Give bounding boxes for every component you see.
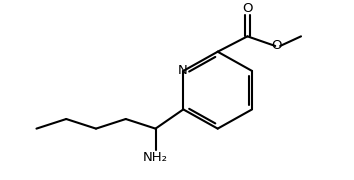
Text: NH₂: NH₂: [143, 151, 168, 164]
Text: O: O: [242, 2, 253, 15]
Text: N: N: [177, 64, 187, 77]
Text: O: O: [271, 39, 281, 52]
